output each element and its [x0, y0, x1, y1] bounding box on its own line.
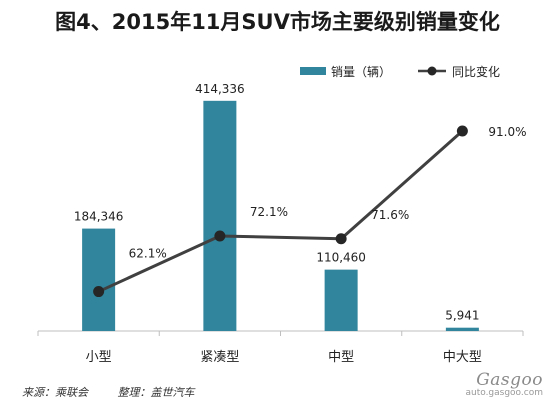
- bar-value-label: 110,460: [316, 251, 366, 265]
- chart-title: 图4、2015年11月SUV市场主要级别销量变化: [55, 10, 500, 34]
- editor-note: 整理：盖世汽车: [117, 386, 195, 399]
- bar-紧凑型: [203, 100, 237, 332]
- bars: [82, 100, 479, 332]
- watermark: Gasgoo auto.gasgoo.com: [463, 370, 543, 398]
- yoy-value-label: 62.1%: [129, 247, 167, 261]
- legend-bar-swatch: [300, 67, 326, 75]
- yoy-value-label: 72.1%: [250, 205, 288, 219]
- source-note: 来源：乘联会: [22, 386, 88, 399]
- footer: 来源：乘联会 整理：盖世汽车: [22, 384, 221, 400]
- category-label: 紧凑型: [200, 350, 239, 365]
- bar-value-label: 5,941: [445, 309, 479, 323]
- legend: 销量（辆） 同比变化: [300, 64, 500, 79]
- category-labels: 小型 紧凑型 中型 中大型: [86, 350, 482, 365]
- legend-bar-label: 销量（辆）: [331, 65, 391, 79]
- category-label: 中大型: [443, 350, 482, 365]
- bar-value-label: 414,336: [195, 82, 245, 96]
- bar-中大型: [445, 327, 479, 331]
- yoy-point: [93, 286, 105, 298]
- legend-line-label: 同比变化: [452, 64, 500, 79]
- yoy-value-label: 91.0%: [488, 125, 526, 139]
- gasgoo-logo: Gasgoo: [476, 370, 543, 390]
- category-label: 中型: [328, 350, 354, 365]
- yoy-point: [335, 233, 347, 245]
- yoy-value-label: 71.6%: [371, 208, 409, 222]
- yoy-point: [214, 230, 226, 242]
- category-label: 小型: [86, 350, 112, 365]
- watermark-url: auto.gasgoo.com: [465, 388, 543, 398]
- x-axis-ticks: [37, 331, 524, 336]
- bar-中型: [324, 269, 358, 331]
- legend-line-marker: [427, 66, 437, 76]
- line-series: [93, 125, 468, 298]
- yoy-point: [456, 125, 468, 137]
- bar-value-label: 184,346: [74, 210, 124, 224]
- yoy-line: [98, 129, 464, 293]
- bar-labels: 184,346 414,336 110,460 5,941: [74, 82, 480, 323]
- line-labels: 62.1% 72.1% 71.6% 91.0%: [129, 125, 527, 261]
- bar-小型: [82, 228, 116, 331]
